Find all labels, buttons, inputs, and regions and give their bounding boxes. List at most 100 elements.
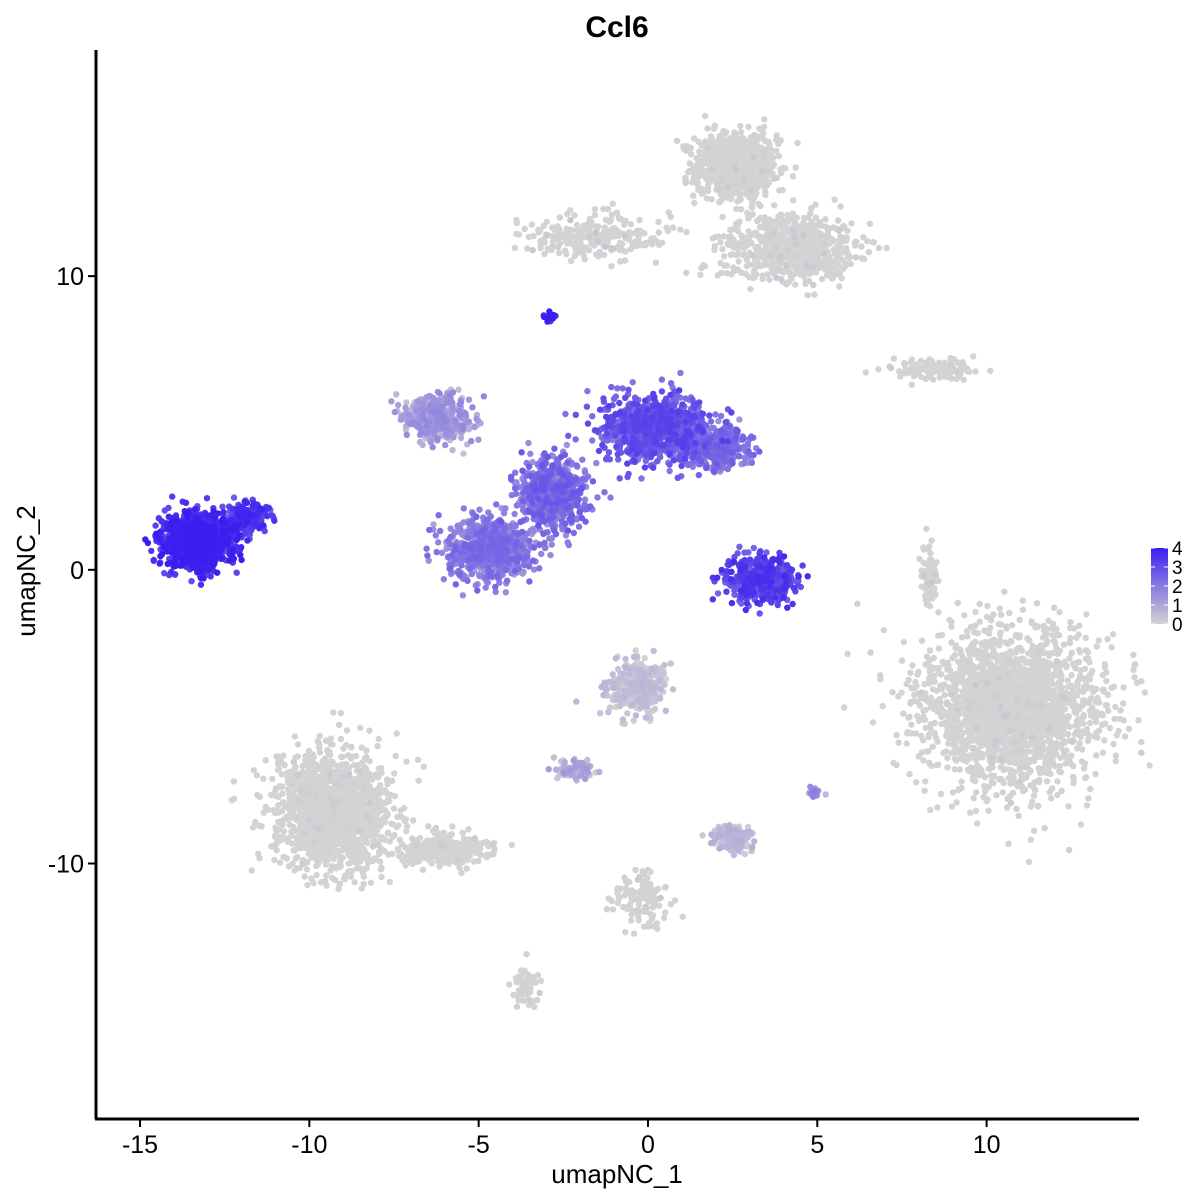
cell-point	[951, 743, 958, 750]
cell-point	[733, 205, 740, 213]
cell-point	[724, 240, 731, 247]
cell-point	[1083, 611, 1090, 618]
cell-point	[934, 738, 941, 745]
cell-point	[719, 245, 726, 253]
cell-point	[918, 637, 926, 644]
cell-point	[931, 730, 938, 737]
cell-point	[985, 807, 992, 814]
cell-point	[818, 275, 826, 283]
cell-point	[563, 225, 570, 232]
cell-point	[812, 201, 819, 208]
cell-point	[1018, 724, 1026, 731]
cell-point	[704, 184, 712, 191]
cell-point	[567, 207, 574, 214]
cell-point	[1038, 769, 1045, 776]
cell-point	[983, 613, 991, 621]
cell-point	[329, 741, 336, 748]
cell-point	[735, 188, 743, 196]
cell-point	[690, 135, 698, 142]
cell-point	[951, 766, 958, 773]
cell-point	[1007, 780, 1014, 787]
cell-point	[1002, 650, 1010, 658]
cell-point	[908, 359, 915, 366]
cell-point	[1051, 649, 1058, 656]
cell-point	[738, 241, 746, 248]
cell-point	[978, 750, 986, 757]
cell-point	[851, 239, 858, 246]
cell-point	[1030, 792, 1038, 799]
cell-point	[804, 292, 811, 299]
cell-point	[414, 756, 422, 763]
cell-point	[958, 739, 966, 746]
cell-point	[935, 664, 942, 672]
cell-point	[591, 206, 599, 213]
cell-point	[927, 806, 934, 814]
cell-point	[1131, 674, 1138, 681]
cell-point	[1099, 712, 1106, 719]
cell-point	[831, 196, 838, 203]
cell-point	[562, 247, 569, 254]
cell-point	[591, 211, 599, 219]
cell-point	[972, 771, 979, 778]
cell-point	[954, 699, 962, 706]
cell-point	[535, 229, 542, 236]
cell-point	[809, 235, 816, 243]
cell-point	[744, 209, 751, 217]
cell-point	[982, 788, 989, 795]
cell-point	[773, 147, 780, 155]
cell-point	[1068, 682, 1075, 689]
cell-point	[941, 691, 948, 699]
cell-point	[1026, 637, 1033, 644]
cell-point	[1056, 608, 1063, 616]
cell-point	[1030, 670, 1038, 677]
cell-point	[983, 644, 990, 652]
cell-point	[1082, 634, 1089, 641]
cell-point	[1120, 700, 1127, 707]
cell-point	[974, 735, 982, 742]
cell-point	[775, 152, 783, 160]
cell-point	[944, 764, 951, 771]
cell-point	[655, 229, 662, 236]
cell-point	[1036, 776, 1043, 784]
cell-point	[677, 226, 684, 233]
cell-point	[854, 600, 861, 607]
cell-point	[704, 125, 711, 132]
cell-point	[695, 173, 702, 181]
cell-point	[1007, 768, 1014, 775]
cell-point	[1007, 637, 1015, 645]
cell-point	[762, 161, 769, 168]
cell-point	[1012, 649, 1019, 656]
cell-point	[898, 657, 906, 664]
cell-point	[1005, 840, 1012, 847]
cell-point	[860, 234, 867, 241]
cell-point	[951, 681, 958, 688]
cell-point	[1056, 722, 1064, 729]
cell-point	[609, 200, 616, 207]
cell-point	[1106, 724, 1114, 732]
cell-point	[1063, 720, 1070, 728]
cell-point	[914, 712, 921, 720]
cell-point	[877, 672, 884, 679]
cell-point	[890, 355, 897, 362]
cell-point	[972, 777, 979, 785]
scatter-points	[142, 112, 1153, 1010]
cell-point	[776, 237, 783, 245]
cell-point	[950, 715, 958, 723]
cell-point	[963, 758, 970, 765]
cell-point	[338, 753, 345, 760]
cell-point	[556, 214, 563, 221]
cell-point	[972, 789, 980, 796]
cell-point	[1093, 713, 1100, 720]
cell-point	[914, 671, 921, 678]
cell-point	[697, 271, 704, 278]
cell-point	[1056, 678, 1064, 685]
cell-point	[727, 226, 734, 234]
cell-point	[767, 154, 774, 161]
cell-point	[757, 202, 764, 209]
cell-point	[1101, 664, 1109, 671]
cell-point	[794, 139, 801, 147]
cell-point	[1103, 701, 1111, 709]
cell-point	[927, 721, 934, 728]
cell-point	[627, 221, 634, 228]
cell-point	[760, 130, 767, 137]
